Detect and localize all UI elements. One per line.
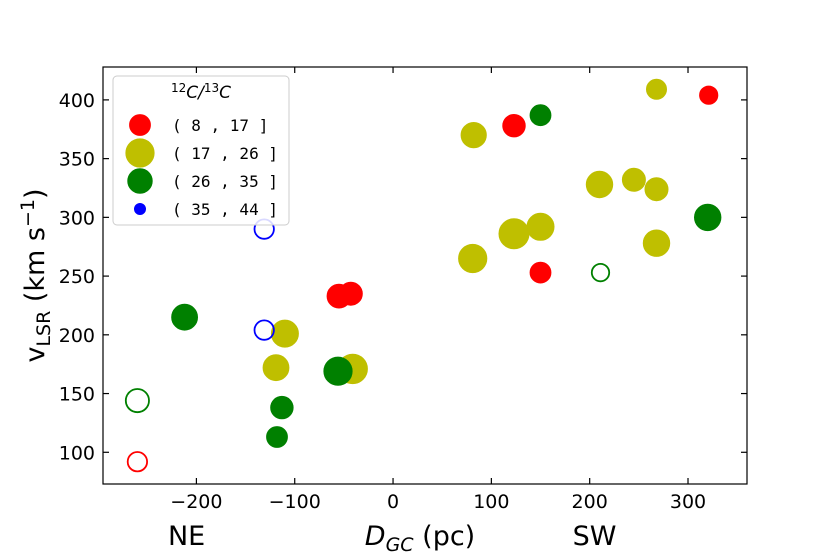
x-tick-label-4: 200 (572, 491, 608, 513)
legend-marker-3 (127, 168, 153, 194)
legend-box (112, 75, 290, 226)
data-point-1-6 (699, 85, 719, 105)
data-point-2-5 (458, 243, 488, 274)
data-point-3-2 (171, 303, 199, 331)
x-tick-label-5: 300 (670, 491, 706, 513)
points-layer (124, 78, 722, 473)
y-tick-label-0: 100 (59, 442, 95, 464)
y-axis-label-sub: LSR (33, 311, 55, 347)
side-label-sw: SW (573, 521, 617, 552)
legend-label-2: ( 17 , 26 ] (172, 144, 278, 163)
data-point-2-10 (646, 78, 668, 100)
data-point-2-8 (585, 170, 614, 199)
data-point-2-2 (262, 354, 290, 382)
legend-label-4: ( 35 , 44 ] (172, 200, 278, 219)
data-point-1-5 (529, 261, 552, 284)
y-axis-label-main: v (20, 347, 51, 363)
x-axis-label: DGC (pc) (365, 521, 475, 554)
data-point-3-6 (529, 104, 552, 127)
data-point-4-2 (253, 319, 275, 341)
y-axis-label-sup: −1 (17, 199, 39, 227)
legend-entries: ( 8 , 17 ] ( 17 , 26 ] ( 26 , 35 ] ( 35 , 4… (125, 114, 278, 219)
axis-ticks: −200 −100 0 100 200 300 100 150 200 250 300 350 400 (59, 67, 747, 513)
y-axis-label: vLSR (km s−1) (17, 188, 55, 362)
data-point-3-7 (590, 262, 611, 283)
y-tick-label-1: 150 (59, 384, 95, 406)
data-point-2-12 (642, 229, 671, 257)
y-tick-label-3: 250 (59, 266, 95, 288)
data-point-1-1 (126, 451, 148, 473)
legend-title-c2: C (219, 83, 231, 103)
data-point-2-11 (644, 177, 669, 202)
legend-label-1: ( 8 , 17 ] (172, 116, 268, 135)
legend-marker-4 (133, 202, 146, 215)
legend-marker-2 (125, 138, 155, 168)
x-tick-label-3: 100 (473, 491, 509, 513)
legend-title-sup-13: 13 (204, 81, 219, 95)
y-axis-label-close: ) (20, 188, 51, 199)
data-point-3-8 (694, 203, 722, 232)
x-tick-label-1: −100 (269, 491, 321, 513)
y-tick-label-6: 400 (59, 90, 95, 112)
legend-marker-1 (129, 114, 151, 136)
data-point-3-1 (124, 388, 150, 414)
legend-label-3: ( 26 , 35 ] (172, 172, 278, 191)
data-point-3-4 (266, 426, 288, 448)
data-point-2-4 (460, 122, 487, 149)
x-axis-label-sub: GC (386, 534, 415, 554)
data-point-2-6 (498, 218, 530, 250)
y-tick-label-2: 200 (59, 325, 95, 347)
data-point-3-3 (270, 395, 294, 420)
x-tick-label-2: 0 (387, 491, 399, 513)
side-label-ne: NE (168, 521, 205, 552)
legend: 12C/13C ( 8 , 17 ] ( 17 , 26 ] ( 26 , 35 ]… (112, 75, 290, 226)
x-axis-label-unit: (pc) (414, 521, 476, 552)
data-point-2-7 (526, 212, 555, 241)
data-point-3-5 (323, 356, 353, 386)
data-point-2-1 (270, 319, 299, 348)
y-tick-label-4: 300 (59, 207, 95, 229)
legend-title-c: C/ (186, 83, 206, 103)
x-axis-label-main: D (365, 521, 386, 552)
data-point-1-4 (502, 113, 526, 138)
legend-title: 12C/13C (171, 81, 231, 103)
legend-title-sup-12: 12 (171, 81, 186, 95)
x-tick-label-0: −200 (170, 491, 222, 513)
data-point-1-3 (338, 281, 363, 306)
data-point-2-9 (621, 167, 646, 192)
y-axis-label-unit: (km s (20, 227, 51, 311)
y-tick-label-5: 350 (59, 149, 95, 171)
